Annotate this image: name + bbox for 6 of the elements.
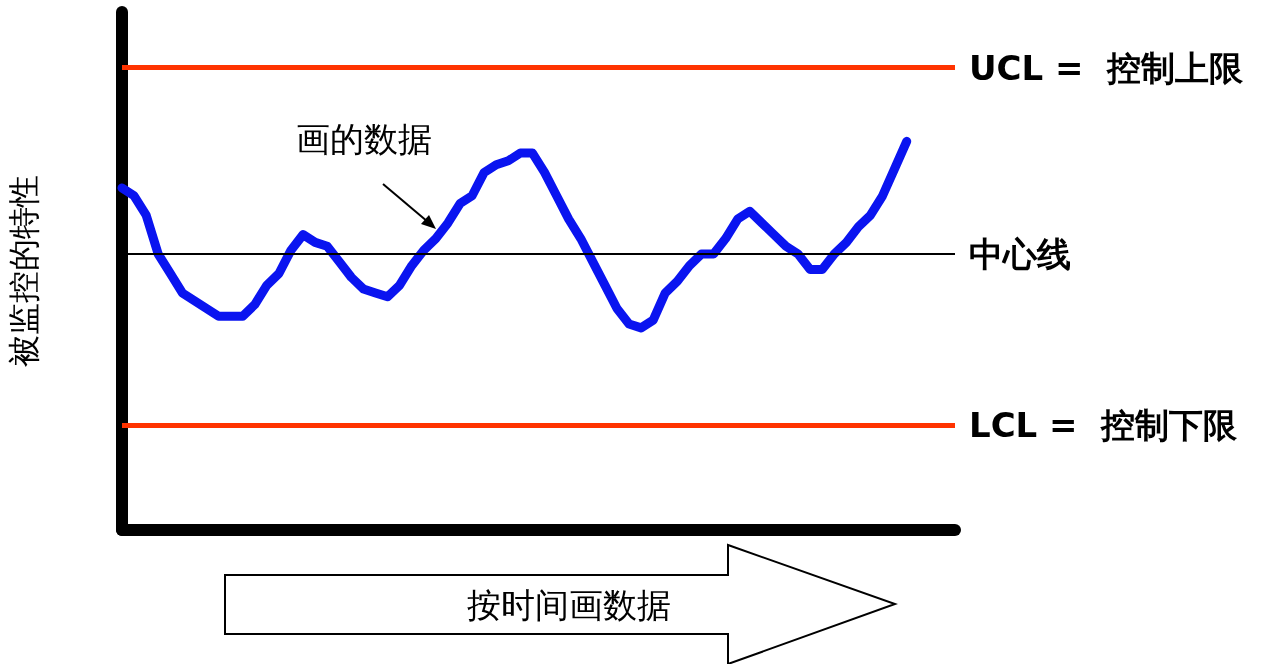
annotation: 画的数据 — [296, 119, 432, 159]
x-axis-title: 按时间画数据 — [466, 585, 671, 625]
ref-line-label: LCL = 控制下限 — [969, 405, 1239, 446]
y-axis-title: 被监控的特性 — [5, 175, 43, 367]
ref-line-label: UCL = 控制上限 — [969, 47, 1245, 88]
ref-line-label: 中心线 — [969, 234, 1071, 275]
